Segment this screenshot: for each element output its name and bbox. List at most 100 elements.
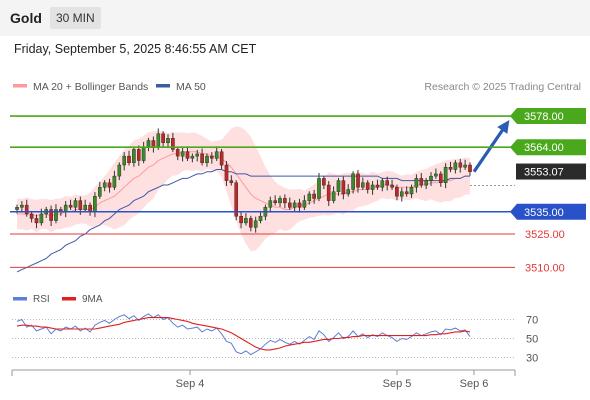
ma50-line [16,169,470,273]
candle-body [443,166,448,183]
ma50-legend-swatch [156,84,170,88]
candle-body [97,187,102,197]
rsi-ma-legend-label: 9MA [82,294,103,305]
candle-body [15,207,19,210]
level-3578-00-label: 3578.00 [524,111,564,123]
last-price-label: 3553.07 [524,167,564,179]
candle-body [361,182,365,188]
level-3578-00-tag [510,108,586,125]
candle-body [341,180,346,195]
candle-body [292,202,297,208]
candle-body [424,180,429,186]
candle-body [146,140,151,148]
candle-body [434,173,438,177]
candle-body [161,133,165,143]
ma20-line [17,151,470,217]
candle-body [122,155,126,166]
ma20-legend-swatch [13,84,27,88]
candle-body [448,166,453,170]
x-tick-label-sep-5: Sep 5 [383,378,412,390]
level-3510-00-label: 3510.00 [525,262,565,274]
candle-body [312,193,316,199]
candle-body [253,220,258,228]
candle-body [273,200,278,204]
credit-label: Research © 2025 Trading Central [424,81,581,93]
candle-body [400,191,404,197]
candle-body [185,151,190,159]
last-price-tag [516,163,586,180]
candle-body [63,204,68,213]
candle-body [331,191,336,201]
candle-body [380,180,385,188]
candle-body [234,182,239,217]
candle-body [141,146,146,161]
candle-body [307,193,312,201]
candle-body [385,180,390,186]
ma50-legend-label: MA 50 [176,81,206,93]
candle-body [102,182,107,188]
levels-layer: 3578.00 3564.00 3553.07 3535.00 3525.00 3510.… [10,108,586,274]
candle-body [351,173,355,190]
candle-body [414,178,419,188]
candle-body [390,184,394,188]
candle-body [278,198,282,204]
level-3564-00-tag [510,139,586,156]
timeframe-button[interactable]: 30 MIN [50,7,101,29]
candle-body [336,180,341,192]
x-tick-label-sep-4: Sep 4 [176,378,205,390]
rsi-tick-50: 50 [526,334,538,346]
candle-body [195,153,200,157]
candle-body [78,200,83,210]
candle-body [463,164,467,168]
ma20-legend-label: MA 20 + Bollinger Bands [33,81,148,93]
candle-body [458,162,463,168]
candle-body [395,187,399,197]
rsi-tick-70: 70 [526,315,538,327]
candle-body [190,155,195,159]
candle-body [205,155,209,164]
candle-body [268,200,273,208]
candle-body [375,184,380,188]
candle-body [49,209,53,221]
candle-body [29,213,34,219]
candle-body [83,204,87,210]
price-plot [15,119,510,273]
candle-body [214,151,219,159]
candle-body [24,204,29,215]
candle-body [209,155,214,159]
candle-body [439,173,443,183]
candle-body [20,204,24,208]
candle-body [175,149,180,157]
candle-body [224,164,229,181]
candle-body [419,178,424,186]
candle-body [73,200,78,208]
candle-body [132,149,136,163]
candle-body [151,140,156,148]
candle-body [302,200,307,208]
level-3564-00-label: 3564.00 [524,142,564,154]
candle-body [346,189,351,195]
x-tick-label-sep-6: Sep 6 [460,378,489,390]
candle-body [166,138,170,144]
rsi-legend-label: RSI [33,294,50,305]
candle-body [180,151,185,157]
candle-body [54,209,58,221]
candle-body [288,202,292,208]
candle-body [322,178,326,186]
candle-body [39,213,44,224]
x-axis: Sep 4 Sep 5 Sep 6 [11,369,516,390]
rsi-plot: 70 50 30 [12,313,538,365]
candle-body [356,173,360,188]
candle-body [68,204,73,208]
rsi-ma-legend-swatch [62,297,76,301]
candle-body [248,218,253,228]
level-3535-00-tag [510,203,586,220]
candle-body [200,153,204,163]
candle-body [171,138,175,150]
candle-body [34,218,39,224]
candle-body [326,184,331,201]
candle-body [409,187,414,195]
candle-body [136,149,141,161]
level-3535-00-label: 3535.00 [524,207,564,219]
